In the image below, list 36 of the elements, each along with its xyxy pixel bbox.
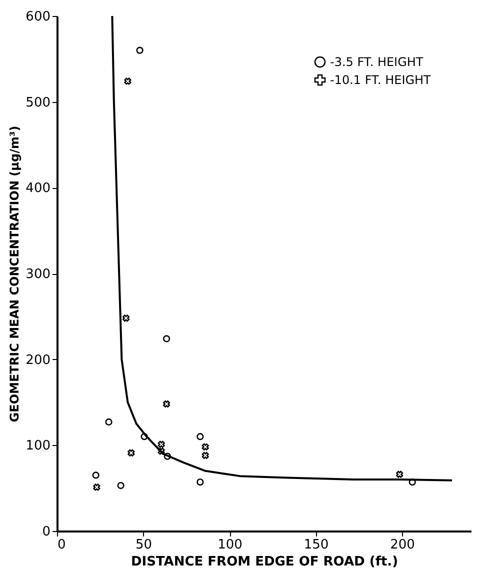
point — [396, 470, 404, 478]
point — [124, 78, 132, 85]
point — [92, 472, 100, 479]
legend-label: -10.1 FT. HEIGHT — [330, 73, 432, 87]
x-tick-label: 100 — [218, 538, 242, 552]
x-tick-label: 200 — [390, 538, 415, 552]
y-tick-label: 400 — [26, 181, 50, 196]
point — [117, 482, 124, 490]
point — [202, 452, 209, 459]
point — [158, 440, 165, 448]
point — [196, 478, 204, 486]
point — [105, 418, 112, 426]
x-axis-title: DISTANCE FROM EDGE OF ROAD (ft.) — [130, 554, 398, 570]
point — [164, 452, 171, 460]
point — [128, 449, 135, 456]
y-tick-label: 100 — [26, 438, 50, 454]
point — [196, 433, 204, 440]
point — [136, 46, 144, 54]
line-series — [111, 15, 454, 482]
point — [163, 400, 170, 408]
y-axis-title: GEOMETRIC MEAN CONCENTRATION (μg/m³) — [8, 126, 22, 422]
point — [158, 448, 165, 455]
point — [162, 335, 170, 342]
y-tick-label: 0 — [42, 524, 50, 540]
point — [93, 484, 100, 491]
legend-label: -3.5 FT. HEIGHT — [330, 55, 424, 69]
y-tick-label: 300 — [26, 267, 50, 282]
y-tick-label: 600 — [26, 10, 50, 24]
x-tick-label: 150 — [304, 538, 329, 552]
y-tick-label: 200 — [26, 352, 50, 368]
point — [202, 443, 209, 450]
x-tick-label: 50 — [135, 538, 152, 552]
x-tick-label: 0 — [58, 538, 66, 552]
point — [122, 314, 130, 322]
point — [140, 433, 148, 440]
y-tick-label: 500 — [26, 95, 50, 110]
